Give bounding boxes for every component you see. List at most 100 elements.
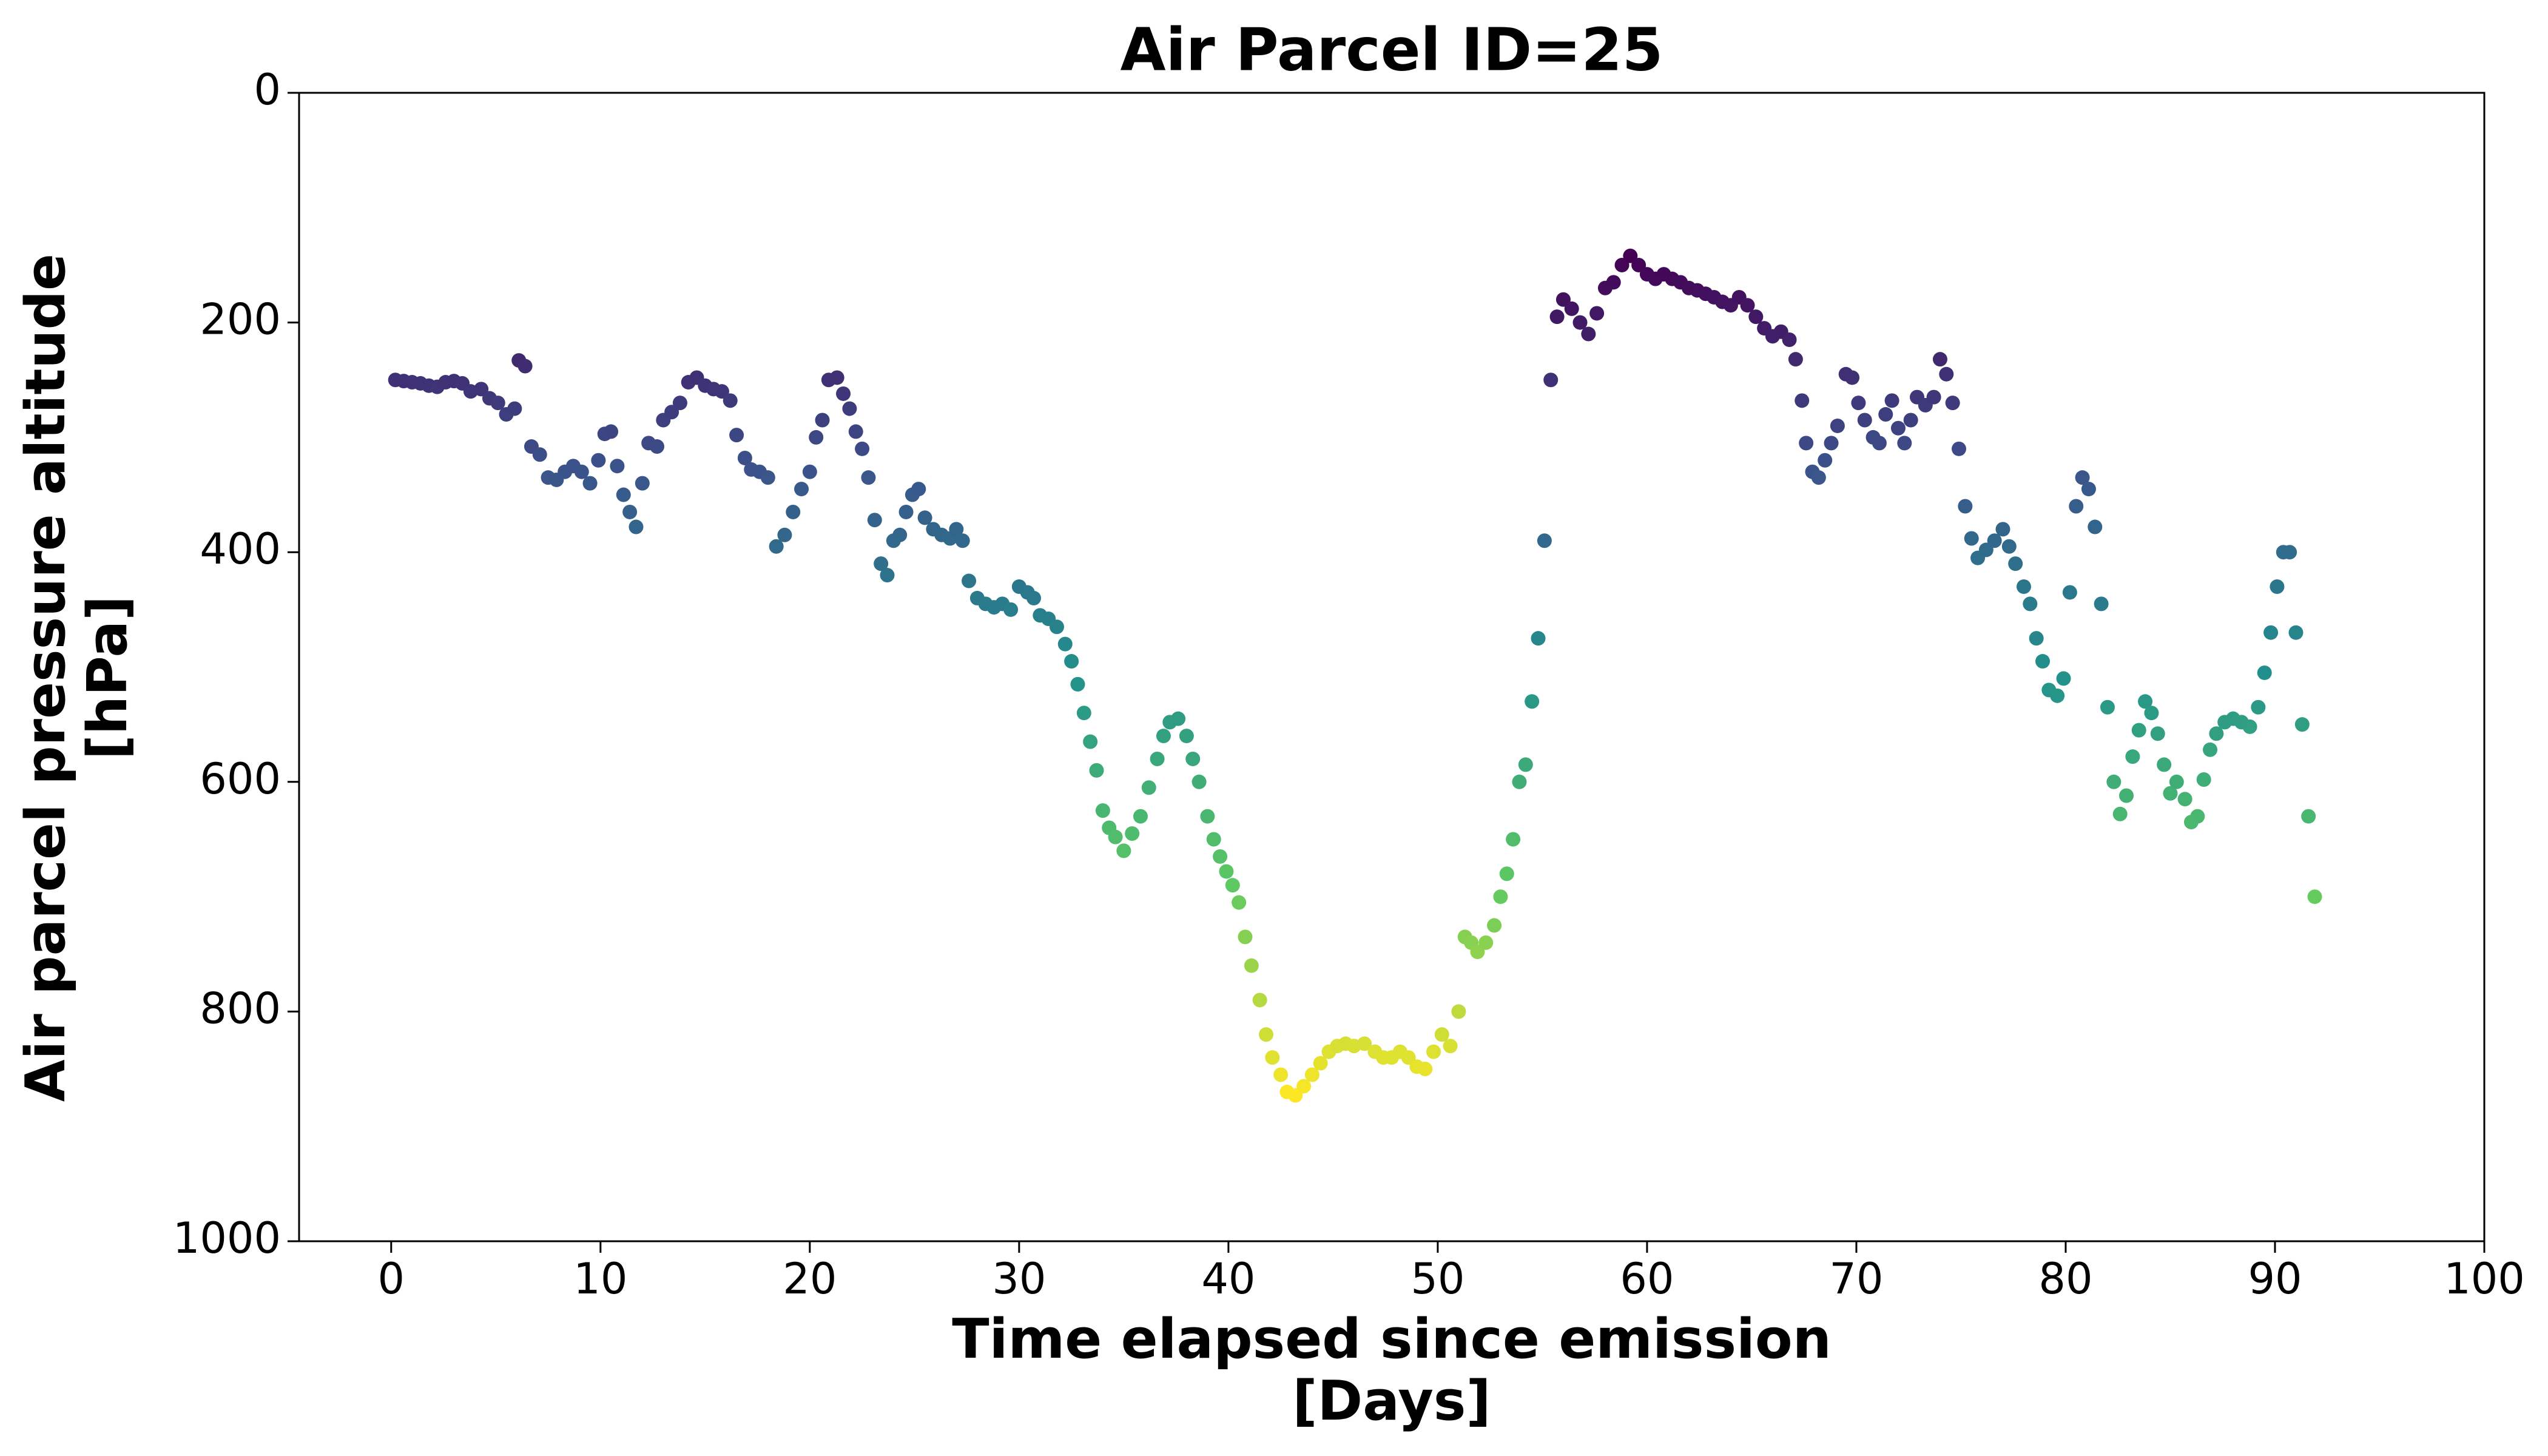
data-point: [1518, 757, 1533, 772]
data-point: [2301, 809, 2316, 824]
data-point: [1506, 832, 1521, 847]
data-point: [1581, 326, 1596, 342]
data-point: [2119, 788, 2134, 803]
data-point: [1939, 366, 1954, 382]
x-tick-label: 20: [783, 1254, 837, 1304]
data-point: [517, 359, 533, 374]
data-point: [1824, 436, 1839, 451]
data-point: [1003, 602, 1019, 617]
data-point: [1057, 636, 1073, 652]
data-point: [1470, 944, 1485, 959]
data-point: [729, 428, 744, 443]
data-point: [2131, 723, 2146, 738]
data-point: [1818, 453, 1833, 468]
data-point: [1493, 889, 1508, 905]
data-point: [955, 533, 970, 548]
data-point: [1830, 418, 1845, 433]
data-point: [737, 450, 752, 465]
data-point: [848, 424, 863, 439]
data-point: [911, 482, 926, 497]
data-point: [2029, 631, 2044, 646]
data-point: [2112, 806, 2128, 821]
data-point: [1782, 332, 1797, 347]
data-point: [2282, 545, 2297, 560]
plot-frame: [298, 92, 2486, 1242]
data-point: [1219, 864, 1234, 879]
data-point: [714, 384, 729, 399]
data-point: [1418, 1062, 1433, 1077]
data-point: [1273, 1067, 1289, 1082]
data-point: [1258, 1027, 1273, 1042]
data-point: [616, 487, 631, 502]
data-point: [1945, 396, 1960, 411]
data-point: [1252, 993, 1267, 1008]
x-tick-label: 40: [1201, 1254, 1255, 1304]
data-point: [861, 470, 876, 485]
data-point: [2016, 579, 2031, 594]
data-point: [1525, 694, 1540, 709]
data-point: [1890, 420, 1906, 436]
data-point: [2138, 694, 2153, 709]
data-point: [1543, 372, 1559, 388]
data-point: [1606, 275, 1621, 290]
data-point: [2100, 699, 2115, 715]
data-point: [829, 370, 844, 385]
x-axis-label: Time elapsed since emission: [952, 1307, 1832, 1371]
data-point: [1076, 706, 1091, 721]
data-point: [794, 482, 809, 497]
data-point: [802, 464, 817, 479]
data-point: [1811, 470, 1826, 485]
data-point: [1238, 929, 1253, 945]
data-point: [1872, 436, 1887, 451]
data-point: [1156, 729, 1171, 744]
data-point: [867, 513, 882, 528]
data-point: [1265, 1050, 1280, 1065]
y-tick-label: 400: [200, 524, 281, 574]
data-point: [760, 470, 775, 485]
data-point: [1232, 895, 1247, 910]
data-point: [1313, 1056, 1328, 1071]
data-point: [2150, 726, 2165, 741]
y-tick-label: 200: [200, 295, 281, 345]
data-point: [809, 430, 824, 445]
data-point: [1623, 248, 1638, 263]
data-point: [591, 453, 606, 468]
data-point: [1133, 809, 1148, 824]
data-point: [1064, 654, 1079, 669]
x-tick-label: 100: [2444, 1254, 2525, 1304]
data-point: [2177, 792, 2192, 807]
data-point: [855, 441, 870, 456]
data-point: [1788, 352, 1803, 367]
data-point: [1851, 396, 1866, 411]
data-point: [769, 539, 784, 554]
data-point: [1171, 711, 1186, 726]
data-point: [1401, 1050, 1416, 1065]
data-point: [1932, 352, 1947, 367]
data-point: [1958, 499, 1973, 514]
data-point: [1026, 590, 1042, 605]
data-point: [2307, 889, 2322, 905]
data-point: [1070, 676, 1085, 692]
data-point: [2144, 706, 2159, 721]
data-point: [532, 447, 547, 462]
data-point: [1564, 301, 1579, 316]
data-point: [1185, 751, 1201, 766]
data-point: [898, 504, 914, 519]
data-point: [1512, 774, 1527, 789]
data-point: [2196, 772, 2211, 787]
data-point: [1499, 866, 1514, 881]
data-point: [2169, 774, 2184, 789]
x-tick-label: 0: [378, 1254, 405, 1304]
data-point: [610, 459, 625, 474]
data-point: [1537, 533, 1552, 548]
data-point: [1964, 531, 1979, 546]
y-tick-label: 1000: [173, 1213, 281, 1263]
data-point: [507, 401, 522, 416]
data-point: [1748, 309, 1764, 325]
data-point: [1116, 843, 1131, 858]
data-point: [1572, 315, 1588, 330]
data-point: [786, 504, 801, 519]
data-point: [1213, 849, 1228, 864]
